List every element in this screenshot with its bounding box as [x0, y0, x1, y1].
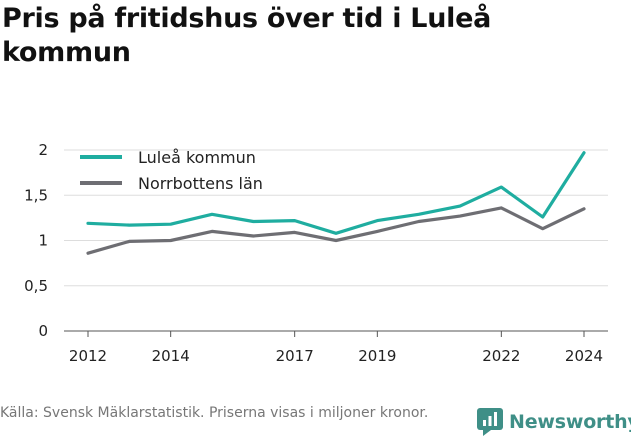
newsworthy-logo-icon	[477, 408, 503, 436]
series-line	[86, 151, 586, 235]
line-chart: 0 0,5 1 1,5 2 2012 2014 2017 2019 2022 2024 Luleå…	[24, 141, 608, 365]
series-line	[86, 206, 586, 255]
y-tick-label: 1,5	[24, 186, 48, 204]
legend: Luleå kommun Norrbottens län	[80, 148, 263, 193]
x-tick-label: 2019	[358, 347, 396, 365]
y-axis-ticks: 0 0,5 1 1,5 2	[24, 141, 48, 340]
x-tick-label: 2012	[69, 347, 107, 365]
x-tick-label: 2014	[152, 347, 190, 365]
y-tick-label: 1	[38, 232, 48, 250]
brand-name: Newsworthy	[509, 411, 631, 433]
x-tick-label: 2022	[482, 347, 520, 365]
legend-label: Norrbottens län	[138, 174, 263, 193]
x-tick-label: 2024	[565, 347, 603, 365]
y-tick-label: 0,5	[24, 277, 48, 295]
legend-label: Luleå kommun	[138, 148, 256, 167]
y-tick-label: 2	[38, 141, 48, 159]
series-lines	[86, 151, 586, 255]
x-tick-label: 2017	[276, 347, 314, 365]
y-tick-label: 0	[38, 322, 48, 340]
brand: Newsworthy	[477, 407, 631, 437]
x-axis-ticks: 2012 2014 2017 2019 2022 2024	[69, 331, 603, 365]
page-title: Pris på fritidshus över tid i Luleå komm…	[2, 3, 492, 68]
source-note: Källa: Svensk Mäklarstatistik. Priserna …	[0, 405, 429, 421]
